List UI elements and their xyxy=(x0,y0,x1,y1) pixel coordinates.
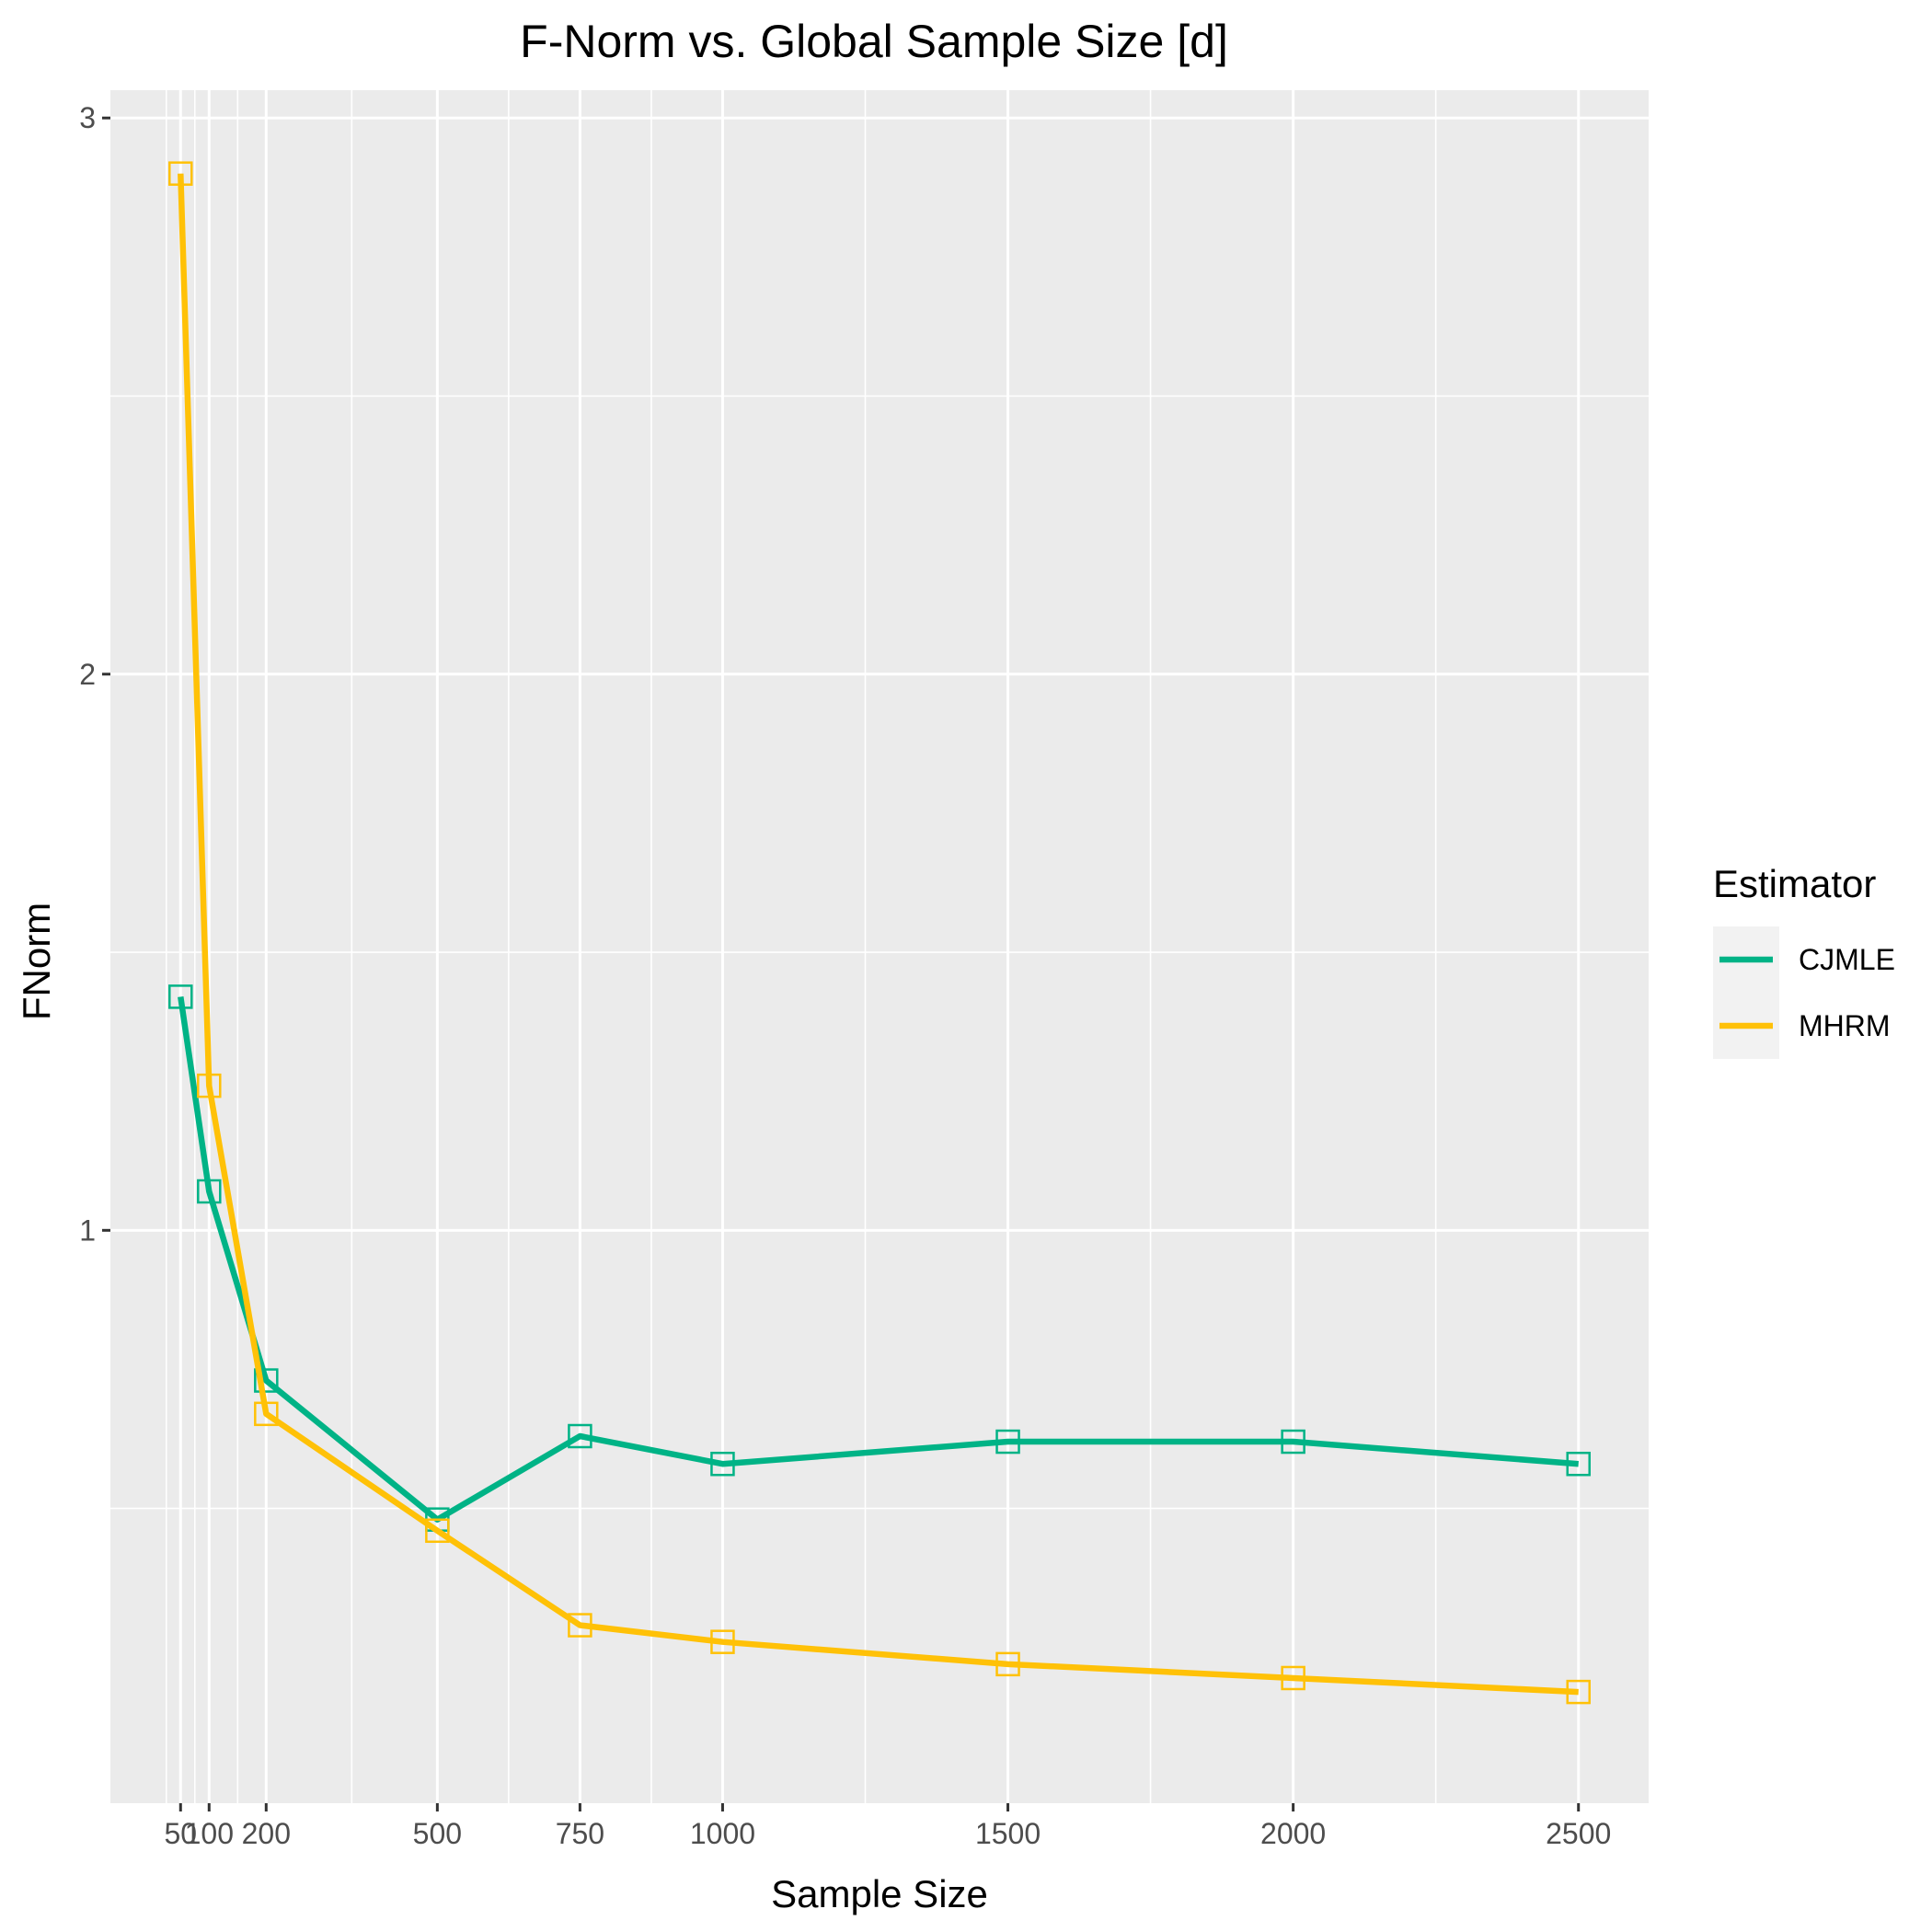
legend-label-mhrm: MHRM xyxy=(1799,1009,1891,1042)
x-tick-label: 500 xyxy=(413,1817,462,1850)
major-gridlines xyxy=(110,90,1649,1803)
minor-gridlines xyxy=(110,90,1722,1803)
x-tick-label: 2500 xyxy=(1546,1817,1611,1850)
series-line-mhrm xyxy=(178,173,1579,1696)
chart-title: F-Norm vs. Global Sample Size [d] xyxy=(520,16,1228,67)
point-marker-mhrm xyxy=(1281,1665,1305,1691)
y-tick-label: 3 xyxy=(79,101,96,134)
point-marker-cjmle xyxy=(1566,1451,1591,1477)
x-tick-label: 750 xyxy=(556,1817,604,1850)
legend-title: Estimator xyxy=(1713,862,1876,905)
y-tick-label: 1 xyxy=(79,1213,96,1247)
point-marker-mhrm xyxy=(425,1518,450,1544)
y-axis-title: FNorm xyxy=(15,903,58,1020)
x-axis-title: Sample Size xyxy=(771,1872,988,1915)
point-marker-mhrm xyxy=(568,1613,592,1638)
x-tick-label: 1500 xyxy=(975,1817,1041,1850)
x-tick-label: 1000 xyxy=(690,1817,755,1850)
y-tick-label: 2 xyxy=(79,658,96,691)
x-tick-label: 100 xyxy=(185,1817,234,1850)
x-tick-label: 200 xyxy=(242,1817,291,1850)
point-marker-cjmle xyxy=(995,1429,1020,1455)
point-marker-mhrm xyxy=(168,161,193,186)
point-marker-cjmle xyxy=(568,1423,592,1449)
point-marker-mhrm xyxy=(254,1401,279,1427)
point-marker-cjmle xyxy=(254,1368,279,1393)
point-marker-cjmle xyxy=(710,1451,735,1477)
legend: Estimator CJMLE MHRM xyxy=(1713,862,1895,1059)
point-marker-mhrm xyxy=(197,1073,222,1098)
series-line-cjmle xyxy=(178,995,1579,1523)
x-tick-label: 50 xyxy=(164,1817,197,1850)
legend-label-cjmle: CJMLE xyxy=(1799,943,1895,976)
legend-items: CJMLE MHRM xyxy=(1719,943,1895,1042)
point-marker-cjmle xyxy=(1281,1429,1305,1455)
plot-panel xyxy=(110,90,1649,1803)
legend-key-background xyxy=(1713,926,1779,1059)
series-layer xyxy=(168,161,1591,1705)
point-marker-mhrm xyxy=(1566,1679,1591,1705)
point-marker-mhrm xyxy=(995,1651,1020,1677)
point-marker-cjmle xyxy=(168,984,193,1009)
x-tick-label: 2000 xyxy=(1260,1817,1326,1850)
point-marker-mhrm xyxy=(710,1629,735,1654)
point-marker-cjmle xyxy=(197,1179,222,1204)
